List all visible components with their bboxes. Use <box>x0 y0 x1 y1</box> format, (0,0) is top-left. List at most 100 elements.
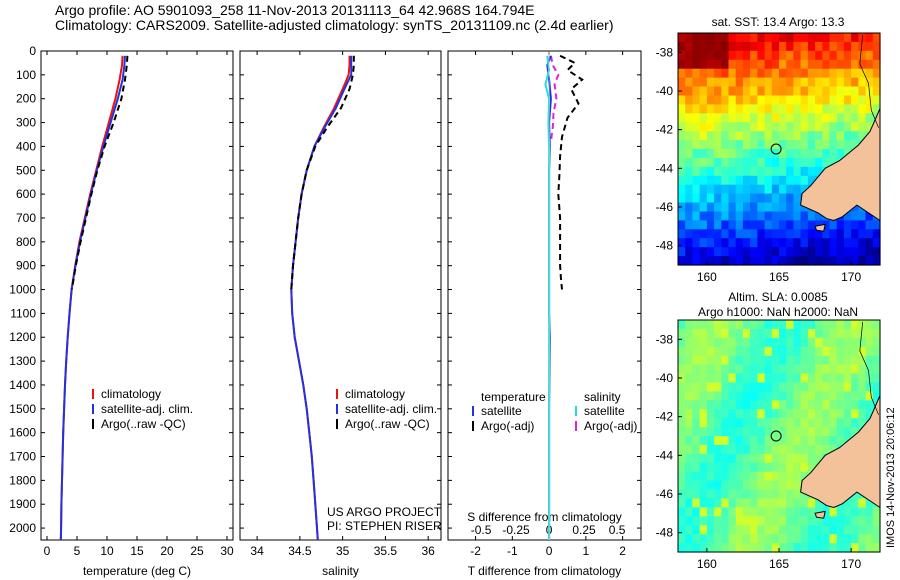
map-cell <box>757 68 766 79</box>
map-cell <box>721 525 730 535</box>
map-cell <box>822 436 831 446</box>
map-cell <box>865 256 874 266</box>
map-cell <box>728 247 737 257</box>
map-cell <box>786 33 794 43</box>
map-cell <box>771 418 780 428</box>
map-cell <box>685 453 693 464</box>
map-cell <box>692 220 701 230</box>
x-tick-label: 35 <box>336 544 350 558</box>
map-cell <box>872 104 881 114</box>
map-cell <box>764 418 773 428</box>
map-cell <box>793 104 802 114</box>
map-cell <box>750 166 758 177</box>
map-cell <box>829 355 838 366</box>
map-cell <box>843 41 852 52</box>
map-cell <box>858 391 867 401</box>
map-cell <box>706 229 715 239</box>
map-cell <box>728 364 737 375</box>
map-cell <box>699 320 708 330</box>
map-cell <box>843 337 852 348</box>
map-cell <box>728 480 737 491</box>
x-tick-label: -1 <box>507 544 518 558</box>
map-cell <box>742 320 751 330</box>
map-cell <box>692 140 701 150</box>
map-cell <box>843 543 852 553</box>
map-cell <box>706 184 715 195</box>
map-cell <box>815 525 823 535</box>
map-cell <box>699 525 708 535</box>
map-cell <box>800 140 809 150</box>
map-cell <box>851 355 859 366</box>
map-cell <box>764 95 773 105</box>
map-cell <box>793 427 802 437</box>
map-cell <box>815 229 823 239</box>
map-cell <box>764 498 773 508</box>
map-cell <box>692 525 701 535</box>
map-cell <box>678 328 686 339</box>
map-cell <box>800 86 809 96</box>
depth-tick-label: 800 <box>16 235 36 249</box>
map-cell <box>728 516 737 526</box>
map-cell <box>807 59 816 70</box>
map-cell <box>786 507 794 517</box>
map-cell <box>829 104 838 114</box>
map-cell <box>815 33 823 43</box>
map-cell <box>757 418 766 428</box>
map-cell <box>843 373 852 383</box>
map-cell <box>685 400 693 410</box>
map-cell <box>750 534 758 544</box>
s-tick-label: -0.25 <box>502 523 530 537</box>
map-cell <box>815 400 823 410</box>
x-tick-label: 10 <box>100 544 114 558</box>
map-cell <box>692 337 701 348</box>
map-cell <box>786 498 794 508</box>
map-cell <box>750 346 758 357</box>
map-cell <box>865 543 874 553</box>
map-cell <box>685 104 693 114</box>
map-cell <box>865 68 874 79</box>
map-cell <box>750 229 758 239</box>
map-cell <box>851 140 859 150</box>
map-cell <box>800 256 809 266</box>
map-cell <box>822 157 831 168</box>
map-cell <box>786 525 794 535</box>
map-cell <box>807 175 816 186</box>
map-cell <box>786 320 794 330</box>
map-cell <box>757 229 766 239</box>
map-cell <box>836 41 845 52</box>
map-cell <box>786 471 794 482</box>
map-cell <box>815 104 823 114</box>
map-cell <box>735 220 744 230</box>
map-cell <box>858 328 867 339</box>
map-cell <box>728 453 737 464</box>
map-cell <box>851 131 859 141</box>
map-cell <box>779 41 787 52</box>
map-cell <box>692 391 701 401</box>
map-cell <box>771 238 780 248</box>
map-cell <box>678 149 686 159</box>
map-cell <box>750 59 758 70</box>
map-cell <box>793 184 802 195</box>
map-cell <box>721 193 730 204</box>
legend-entry: climatology <box>345 387 405 401</box>
map-cell <box>721 86 730 96</box>
series-argo_t-line <box>557 54 584 290</box>
map-cell <box>793 444 802 455</box>
map-cell <box>764 157 773 168</box>
map-cell <box>786 256 794 266</box>
map-cell <box>728 346 737 357</box>
map-cell <box>692 418 701 428</box>
map-cell <box>685 122 693 132</box>
map-cell <box>678 337 686 348</box>
map-cell <box>757 498 766 508</box>
map-cell <box>800 471 809 482</box>
map-cell <box>764 193 773 204</box>
map-cell <box>872 68 881 79</box>
map-cell <box>815 122 823 132</box>
depth-tick-label: 0 <box>29 44 36 58</box>
map-cell <box>678 364 686 375</box>
legend-entry: satellite <box>481 404 522 418</box>
map-cell <box>735 346 744 357</box>
map-cell <box>865 355 874 366</box>
map-cell <box>786 175 794 186</box>
